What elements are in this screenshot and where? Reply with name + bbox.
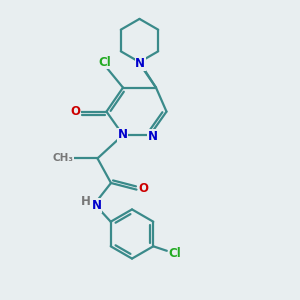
Text: H: H bbox=[81, 195, 91, 208]
Text: N: N bbox=[147, 130, 158, 143]
Text: CH₃: CH₃ bbox=[52, 153, 74, 163]
Text: Cl: Cl bbox=[99, 56, 111, 69]
Text: N: N bbox=[117, 128, 128, 142]
Text: N: N bbox=[135, 57, 145, 70]
Text: N: N bbox=[92, 199, 102, 212]
Text: Cl: Cl bbox=[169, 247, 182, 260]
Text: O: O bbox=[70, 105, 80, 118]
Text: O: O bbox=[138, 182, 148, 195]
